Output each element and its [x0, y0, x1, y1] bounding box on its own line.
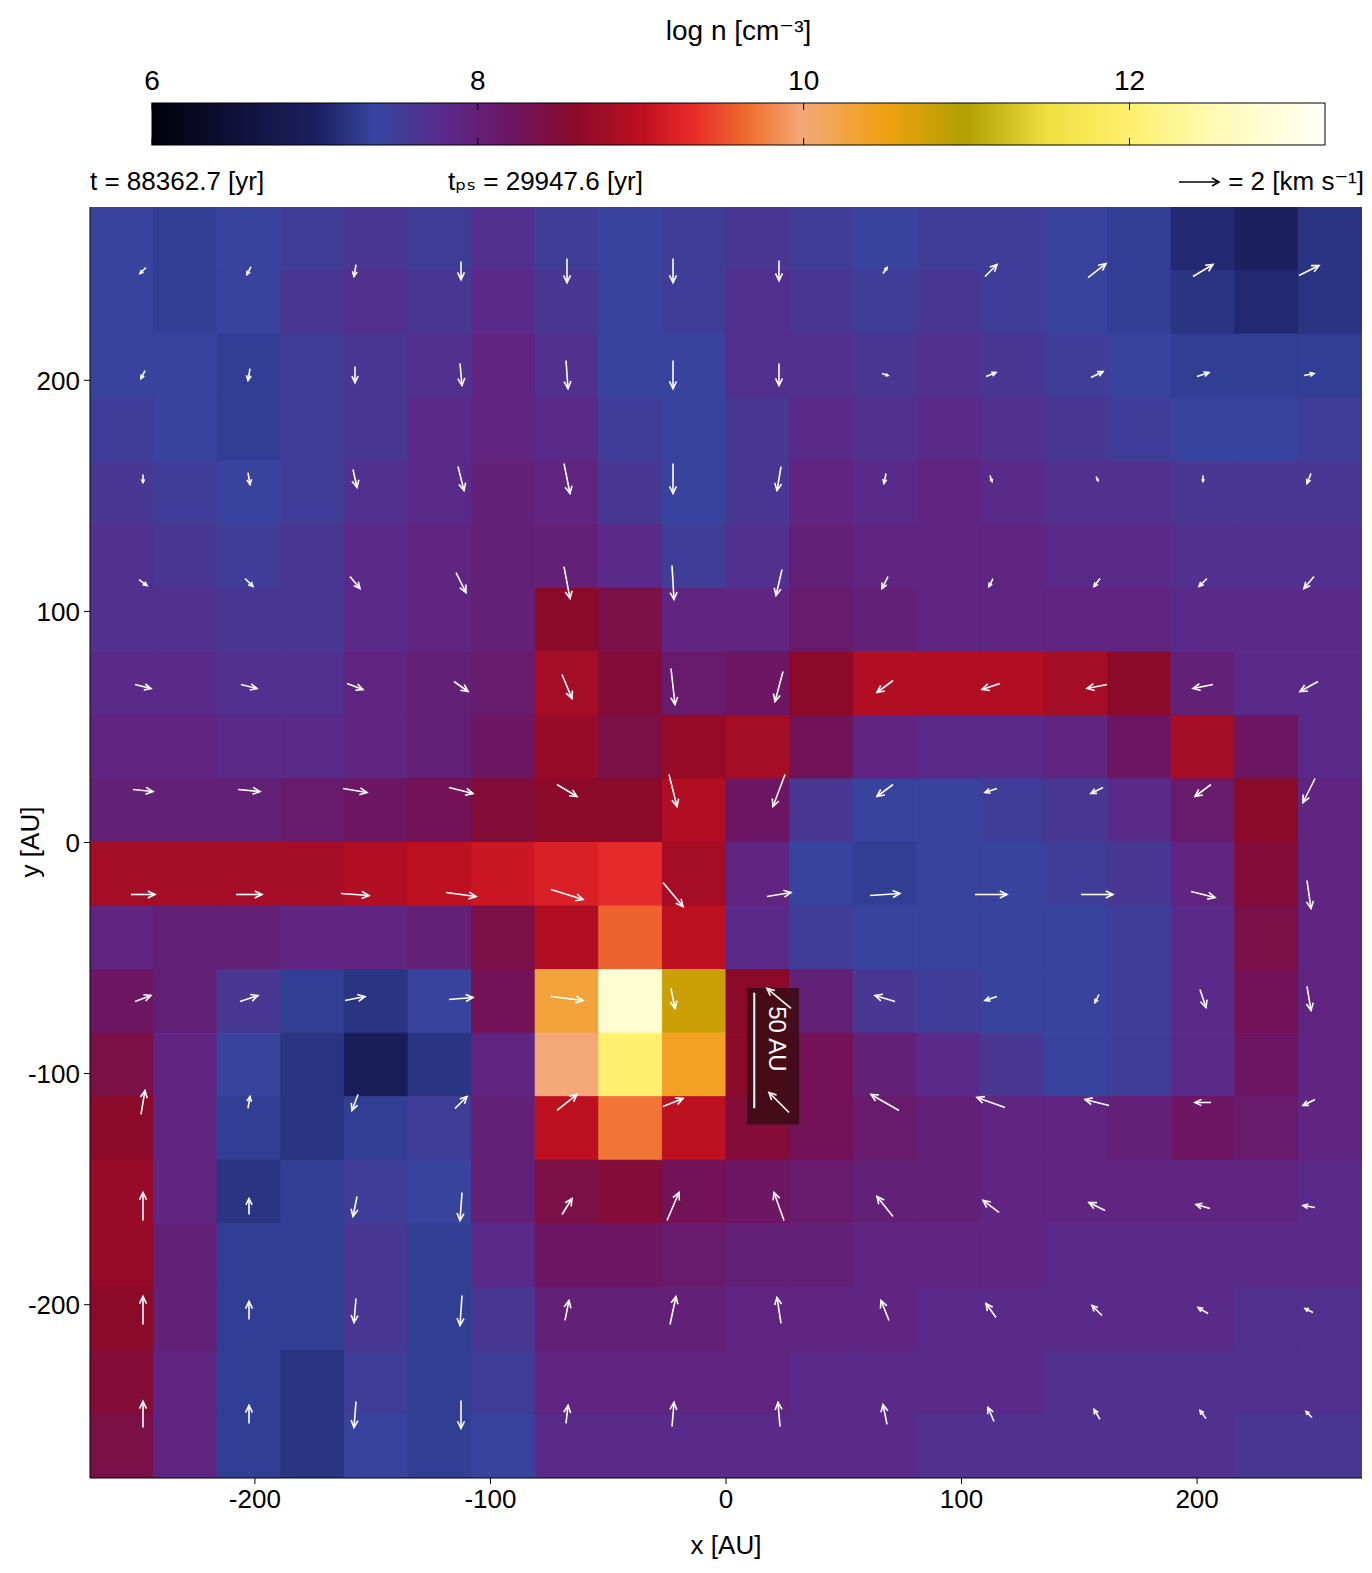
svg-text:-100: -100 [464, 1484, 516, 1514]
svg-text:100: 100 [940, 1484, 983, 1514]
svg-text:log n [cm⁻³]: log n [cm⁻³] [666, 15, 811, 46]
html-text:t = 88362.7 [yr]: t = 88362.7 [yr] [90, 166, 265, 196]
svg-text:-100: -100 [28, 1059, 80, 1089]
svg-text:-200: -200 [28, 1290, 80, 1320]
svg-text:8: 8 [470, 65, 486, 96]
svg-text:0: 0 [66, 828, 80, 858]
html-text:y [AU]: y [AU] [14, 806, 45, 878]
svg-text:50 AU: 50 AU [764, 1006, 791, 1071]
svg-text:12: 12 [1114, 65, 1145, 96]
html-text:x [AU]: x [AU] [690, 1530, 762, 1560]
svg-text:10: 10 [788, 65, 819, 96]
svg-text:200: 200 [1175, 1484, 1218, 1514]
svg-text:0: 0 [719, 1484, 733, 1514]
html-text:tₚₛ = 29947.6 [yr]: tₚₛ = 29947.6 [yr] [448, 166, 643, 196]
svg-text:100: 100 [37, 597, 80, 627]
html-text:= 2 [km s⁻¹]: = 2 [km s⁻¹] [1228, 166, 1364, 196]
svg-text:6: 6 [144, 65, 160, 96]
svg-text:-200: -200 [229, 1484, 281, 1514]
svg-text:200: 200 [37, 366, 80, 396]
